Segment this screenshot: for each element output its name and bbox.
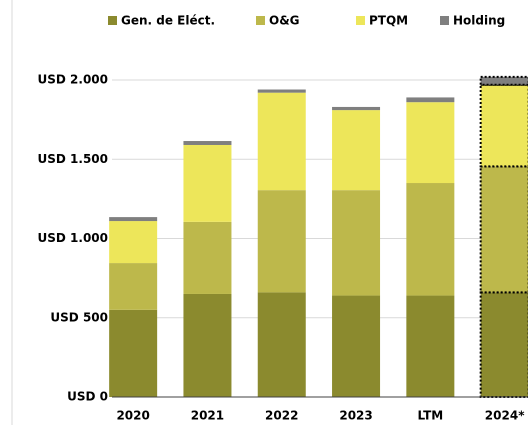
x-tick-label: 2024* [485,409,525,423]
x-tick-label: 2020 [116,409,149,423]
bar-segment [332,110,381,191]
x-tick-label: LTM [417,409,443,423]
bar-segment [406,295,455,397]
bar-segment [109,309,158,397]
x-tick-label: 2022 [265,409,298,423]
bar-segment [183,141,232,145]
legend-label: Gen. de Eléct. [121,14,215,28]
bar-segment [109,221,158,264]
x-tick-label: 2023 [339,409,372,423]
legend-label: PTQM [369,14,408,28]
y-tick-label: USD 0 [67,390,108,404]
y-tick-label: USD 2.000 [38,73,108,87]
bar-segment [332,295,381,397]
y-tick-label: USD 500 [50,310,108,324]
legend-label: O&G [269,14,300,28]
bar-segment [406,102,455,184]
bar-segment [257,92,306,191]
bar-segment [257,292,306,397]
x-tick-label: 2021 [191,409,224,423]
y-tick-label: USD 1.000 [38,231,108,245]
legend-swatch [356,16,365,25]
bar-segment [479,83,528,168]
bar-segment [406,183,455,296]
bar-segment [332,190,381,296]
legend-label: Holding [453,14,505,28]
bar-segment [109,263,158,310]
bar-segment [109,217,158,222]
bar-segment [257,190,306,293]
legend-swatch [256,16,265,25]
legend-swatch [440,16,449,25]
bar-segment [479,75,528,86]
bar-segment [332,106,381,111]
y-tick-label: USD 1.500 [38,152,108,166]
legend-swatch [108,16,117,25]
bar-segment [406,97,455,103]
bar-segment [183,221,232,294]
bar-segment [183,293,232,397]
bar-segment [479,291,528,399]
bar-segment [183,144,232,222]
bar-segment [479,165,528,294]
bar-segment [257,89,306,93]
